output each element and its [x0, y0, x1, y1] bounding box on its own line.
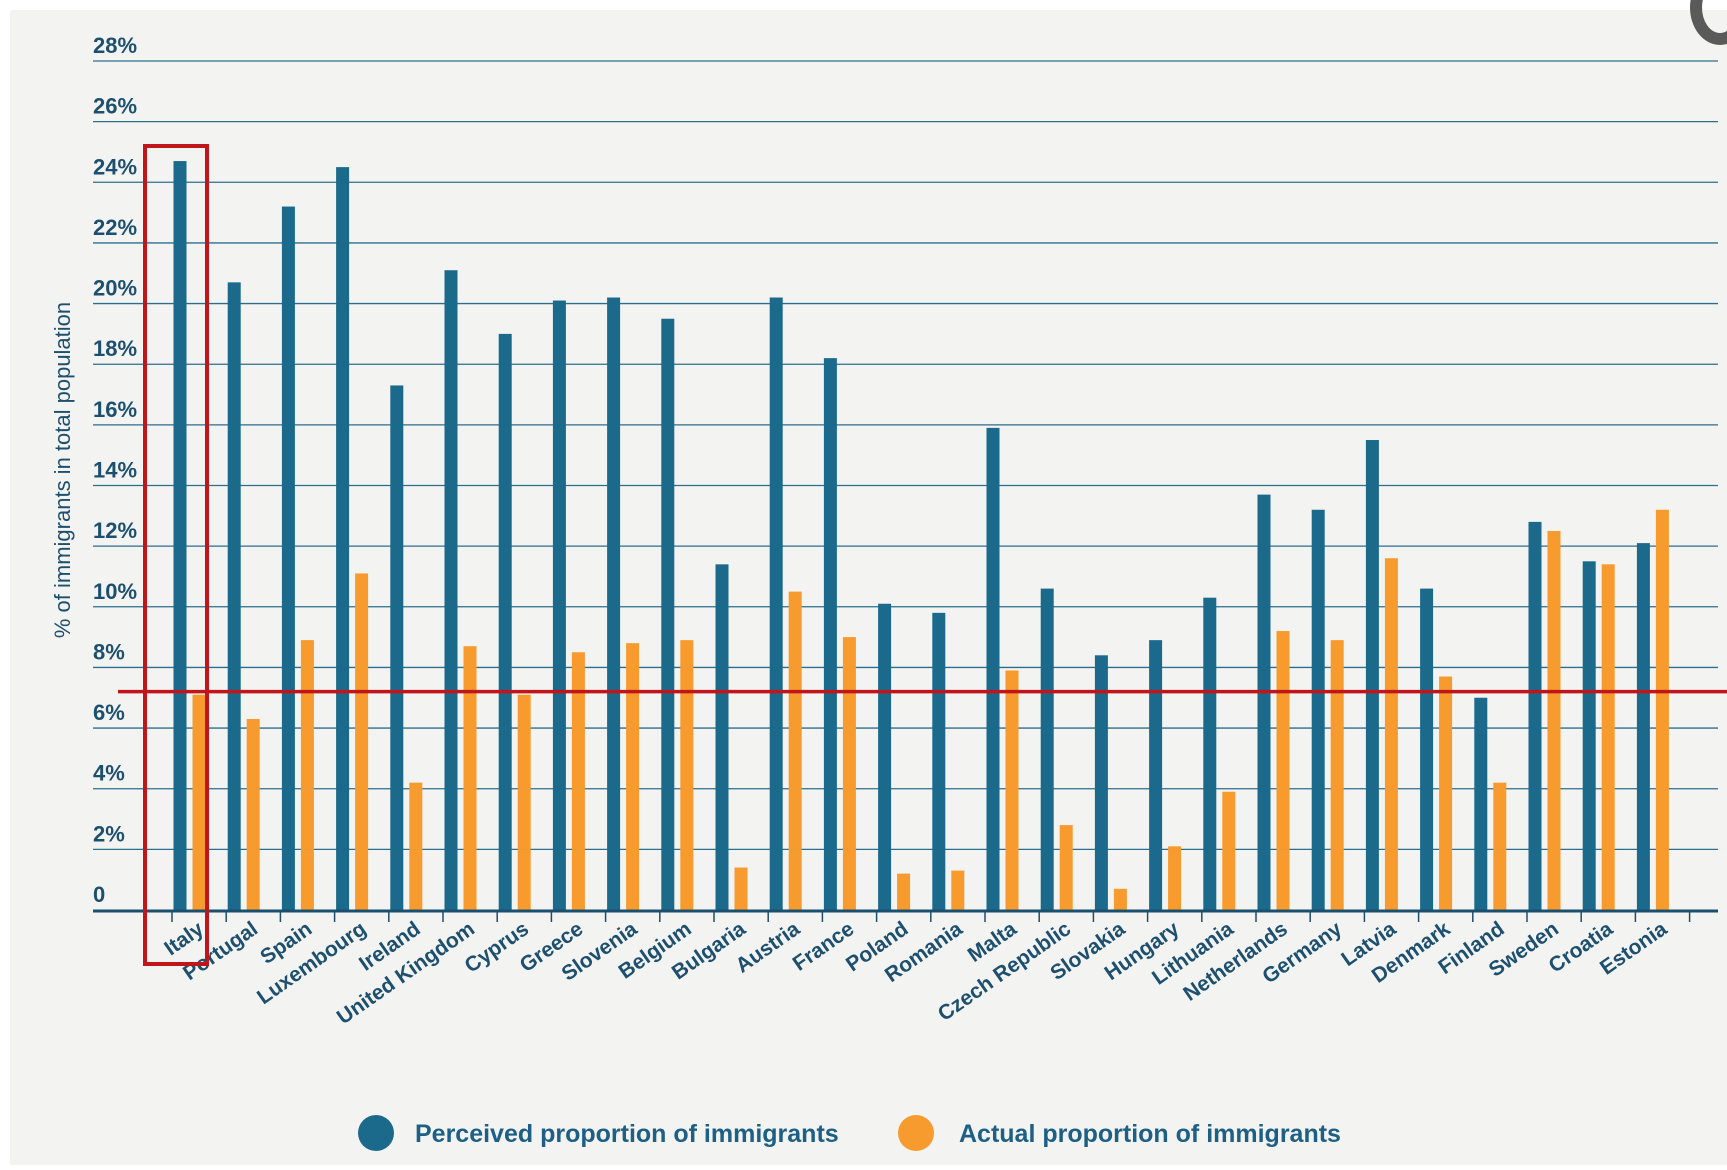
bar-perceived-malta: [986, 427, 1000, 910]
bar-actual-united-kingdom: [463, 646, 477, 910]
bar-perceived-united-kingdom: [444, 270, 458, 910]
bar-perceived-bulgaria: [715, 564, 729, 910]
y-axis-label: % of immigrants in total population: [50, 302, 75, 638]
bar-perceived-france: [823, 358, 837, 910]
bar-actual-denmark: [1439, 676, 1453, 910]
bar-perceived-austria: [769, 297, 783, 910]
y-tick-label: 2%: [93, 821, 125, 846]
bar-actual-croatia: [1601, 564, 1615, 910]
bar-perceived-spain: [281, 206, 295, 911]
bar-actual-bulgaria: [734, 867, 748, 910]
y-tick-label: 28%: [93, 33, 137, 58]
bar-actual-slovenia: [626, 643, 640, 910]
bar-perceived-latvia: [1365, 440, 1379, 910]
y-tick-label: 26%: [93, 94, 137, 119]
bar-actual-estonia: [1655, 509, 1669, 910]
y-tick-label: 24%: [93, 154, 137, 179]
highlight-box: [143, 144, 209, 966]
y-tick-label: 6%: [93, 700, 125, 725]
bar-actual-france: [842, 637, 856, 910]
bar-perceived-germany: [1311, 509, 1325, 910]
bar-actual-czech-republic: [1059, 825, 1073, 910]
bar-perceived-hungary: [1149, 640, 1163, 910]
legend: Perceived proportion of immigrants Actua…: [358, 1115, 1341, 1151]
bar-perceived-slovenia: [607, 297, 621, 910]
y-axis-ticks: 0 2% 4% 6% 8% 10% 12% 14% 16% 18% 20% 22% 24% 26% 28%: [93, 33, 137, 907]
bar-actual-portugal: [246, 718, 260, 910]
bar-perceived-lithuania: [1203, 597, 1217, 910]
bar-perceived-ireland: [390, 385, 404, 910]
y-tick-label: 22%: [93, 215, 137, 240]
legend-actual-label: Actual proportion of immigrants: [959, 1120, 1341, 1148]
bar-perceived-italy: [173, 161, 187, 910]
y-tick-label: 20%: [93, 276, 137, 301]
bar-actual-luxembourg: [355, 573, 369, 910]
bar-actual-poland: [897, 873, 911, 910]
gridlines: [93, 60, 1718, 851]
bar-actual-lithuania: [1222, 791, 1236, 910]
bar-perceived-estonia: [1636, 543, 1650, 910]
chart-panel: [10, 10, 1727, 1165]
bar-actual-cyprus: [517, 694, 531, 910]
y-tick-label: 8%: [93, 639, 125, 664]
bar-actual-finland: [1493, 782, 1507, 910]
bar-perceived-sweden: [1528, 521, 1542, 910]
bar-perceived-czech-republic: [1040, 588, 1054, 910]
bar-perceived-slovakia: [1094, 655, 1108, 910]
legend-actual-swatch: [898, 1115, 934, 1151]
bar-actual-slovakia: [1113, 888, 1127, 910]
bar-actual-latvia: [1384, 558, 1398, 910]
y-tick-label: 12%: [93, 518, 137, 543]
bar-perceived-cyprus: [498, 333, 512, 911]
bar-actual-spain: [300, 640, 314, 910]
bar-actual-greece: [571, 652, 585, 910]
y-tick-label: 10%: [93, 579, 137, 604]
legend-perceived-swatch: [358, 1115, 394, 1151]
bar-actual-austria: [788, 591, 802, 910]
bar-perceived-romania: [932, 612, 946, 910]
bar-perceived-belgium: [661, 318, 675, 910]
bar-perceived-croatia: [1582, 561, 1596, 910]
y-tick-label: 4%: [93, 761, 125, 786]
bar-actual-hungary: [1168, 846, 1182, 910]
bar-perceived-poland: [878, 603, 892, 910]
bar-actual-romania: [951, 870, 965, 910]
annotations: [118, 144, 1727, 966]
bars: [173, 161, 1669, 911]
bar-actual-germany: [1330, 640, 1344, 910]
bar-perceived-luxembourg: [336, 167, 350, 910]
y-tick-label: 16%: [93, 397, 137, 422]
x-axis-ticks: ItalyPortugalSpainLuxembourgIrelandUnite…: [160, 911, 1691, 1029]
bar-perceived-greece: [552, 300, 566, 910]
bar-actual-netherlands: [1276, 631, 1290, 910]
y-tick-label: 18%: [93, 336, 137, 361]
y-tick-label: 14%: [93, 458, 137, 483]
bar-actual-ireland: [409, 782, 423, 910]
bar-perceived-denmark: [1420, 588, 1434, 910]
bar-actual-malta: [1005, 670, 1019, 910]
y-tick-label: 0: [93, 882, 105, 907]
bar-actual-italy: [192, 694, 206, 910]
bar-actual-belgium: [680, 640, 694, 910]
bar-perceived-netherlands: [1257, 494, 1271, 910]
legend-perceived-label: Perceived proportion of immigrants: [415, 1120, 839, 1148]
bar-perceived-finland: [1474, 697, 1488, 910]
bar-actual-sweden: [1547, 530, 1561, 910]
bar-perceived-portugal: [227, 282, 241, 910]
